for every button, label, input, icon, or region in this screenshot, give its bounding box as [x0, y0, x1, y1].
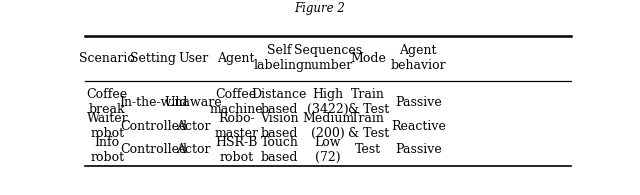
Text: Setting: Setting	[131, 52, 177, 65]
Text: HSR-B
robot: HSR-B robot	[215, 136, 257, 164]
Text: Mode: Mode	[350, 52, 386, 65]
Text: Medium
(200): Medium (200)	[302, 112, 354, 140]
Text: Train
& Test: Train & Test	[348, 88, 389, 116]
Text: Unaware: Unaware	[164, 96, 222, 109]
Text: Sequences
number: Sequences number	[294, 44, 362, 72]
Text: Agent: Agent	[218, 52, 255, 65]
Text: Test: Test	[355, 143, 381, 156]
Text: Robo-
master: Robo- master	[214, 112, 259, 140]
Text: Coffee
machine: Coffee machine	[209, 88, 263, 116]
Text: Self
labeling: Self labeling	[254, 44, 305, 72]
Text: User: User	[178, 52, 208, 65]
Text: Reactive: Reactive	[391, 120, 445, 133]
Text: Info
robot: Info robot	[90, 136, 124, 164]
Text: Vision
based: Vision based	[260, 112, 299, 140]
Text: Distance
based: Distance based	[252, 88, 307, 116]
Text: Controlled: Controlled	[120, 120, 187, 133]
Text: Coffee
break: Coffee break	[86, 88, 128, 116]
Text: Actor: Actor	[176, 143, 211, 156]
Text: Controlled: Controlled	[120, 143, 187, 156]
Text: Passive: Passive	[395, 96, 442, 109]
Text: Waiter
robot: Waiter robot	[86, 112, 128, 140]
Text: Figure 2: Figure 2	[294, 2, 346, 15]
Text: Scenario: Scenario	[79, 52, 135, 65]
Text: Actor: Actor	[176, 120, 211, 133]
Text: In-the-wild: In-the-wild	[119, 96, 188, 109]
Text: High
(3422): High (3422)	[307, 88, 349, 116]
Text: Agent
behavior: Agent behavior	[390, 44, 446, 72]
Text: Touch
based: Touch based	[260, 136, 298, 164]
Text: Train
& Test: Train & Test	[348, 112, 389, 140]
Text: Passive: Passive	[395, 143, 442, 156]
Text: Low
(72): Low (72)	[315, 136, 341, 164]
